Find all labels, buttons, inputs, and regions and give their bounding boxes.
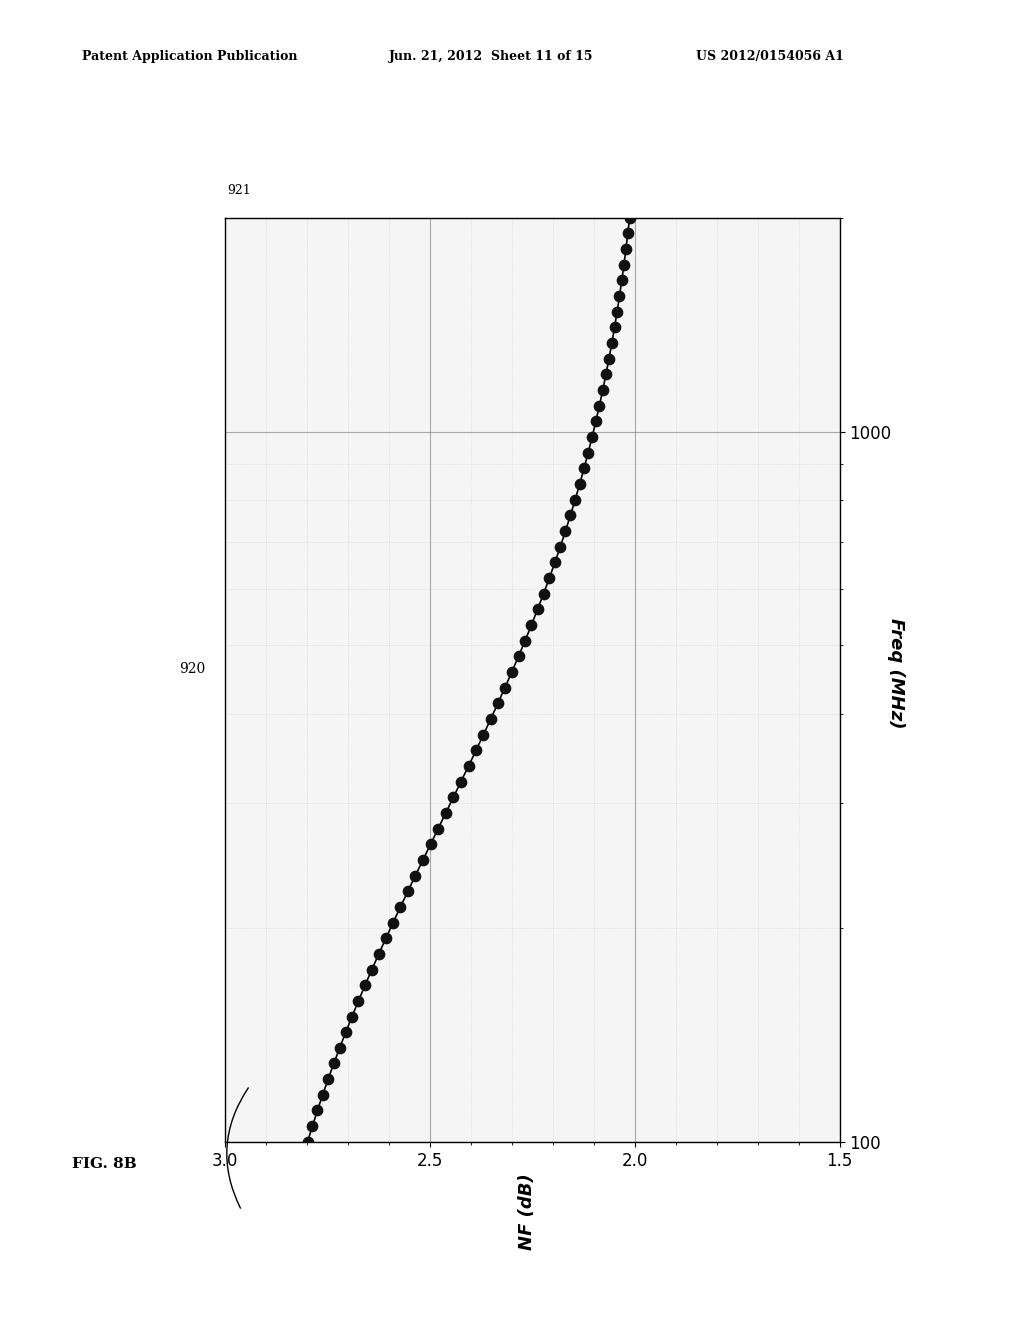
Text: Freq (MHz): Freq (MHz) <box>887 618 905 729</box>
Point <box>309 1100 326 1121</box>
Point <box>364 958 380 979</box>
Point <box>510 645 526 667</box>
Point <box>461 755 477 776</box>
Point <box>332 1038 348 1059</box>
Point <box>445 787 462 808</box>
Point <box>622 207 638 228</box>
Point <box>482 709 499 730</box>
Point <box>552 536 568 557</box>
Point <box>399 880 416 902</box>
Point <box>453 771 469 792</box>
Point <box>430 818 446 840</box>
Point <box>385 912 401 933</box>
Text: Patent Application Publication: Patent Application Publication <box>82 50 297 63</box>
Point <box>611 285 628 306</box>
Point <box>468 739 484 760</box>
Point <box>523 614 540 635</box>
Point <box>603 333 620 354</box>
Point <box>529 599 546 620</box>
Point <box>338 1022 354 1043</box>
Point <box>620 223 636 244</box>
Point <box>584 426 600 447</box>
Point <box>437 803 454 824</box>
Point <box>422 834 438 855</box>
Point <box>595 380 611 401</box>
Point <box>357 974 374 995</box>
Point <box>547 552 563 573</box>
Text: 920: 920 <box>179 663 206 676</box>
Point <box>571 474 588 495</box>
Point <box>562 504 579 525</box>
Point <box>415 849 431 870</box>
Point <box>299 1131 315 1152</box>
Point <box>304 1115 321 1137</box>
Point <box>497 677 513 698</box>
Point <box>598 364 614 385</box>
Point <box>615 255 632 276</box>
Point <box>541 568 557 589</box>
Text: FIG. 8B: FIG. 8B <box>72 1158 136 1171</box>
Point <box>536 583 552 605</box>
Point <box>489 693 506 714</box>
Text: 921: 921 <box>227 183 251 197</box>
Point <box>557 520 573 541</box>
Text: Jun. 21, 2012  Sheet 11 of 15: Jun. 21, 2012 Sheet 11 of 15 <box>389 50 594 63</box>
Point <box>378 928 394 949</box>
Point <box>344 1006 360 1027</box>
Point <box>314 1084 331 1105</box>
Point <box>580 442 596 463</box>
Point <box>319 1069 336 1090</box>
Text: NF (dB): NF (dB) <box>518 1173 537 1250</box>
Point <box>609 301 626 322</box>
Point <box>606 317 623 338</box>
Point <box>567 490 584 511</box>
Point <box>517 630 534 651</box>
Point <box>326 1053 342 1074</box>
Point <box>601 348 617 370</box>
Point <box>475 725 492 746</box>
Text: US 2012/0154056 A1: US 2012/0154056 A1 <box>696 50 844 63</box>
Point <box>613 269 630 290</box>
Point <box>588 411 604 432</box>
Point <box>504 661 520 682</box>
Point <box>350 990 367 1011</box>
Point <box>408 865 424 886</box>
Point <box>591 395 607 416</box>
Point <box>575 458 592 479</box>
Point <box>371 944 387 965</box>
Point <box>617 239 634 260</box>
Point <box>392 896 409 917</box>
